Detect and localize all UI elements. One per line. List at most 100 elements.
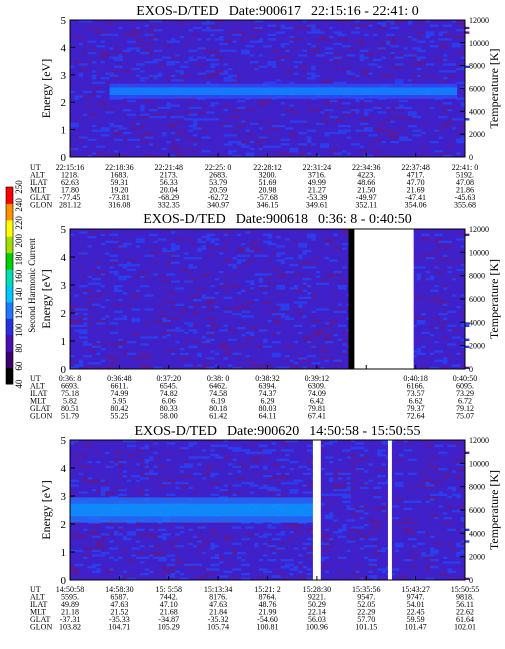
y-tick-label: 2 [61, 519, 67, 531]
heatmap-cell [276, 26, 281, 30]
heatmap-cell [201, 364, 211, 367]
colorbar-swatch [6, 236, 13, 254]
heatmap-cell [368, 479, 373, 482]
heatmap-cell [359, 102, 369, 105]
heatmap-cell [337, 493, 347, 496]
colorbar-tick-label: 160 [14, 269, 24, 283]
heatmap-cell [192, 122, 198, 126]
heatmap-cell [342, 102, 351, 105]
heatmap-cell [324, 345, 329, 348]
heatmap-cell [346, 456, 351, 459]
heatmap-cell [460, 352, 465, 355]
heatmap-cell [421, 479, 430, 482]
heatmap-cell [131, 67, 141, 71]
heatmap-cell [241, 573, 250, 576]
heatmap-cell [210, 547, 215, 550]
heatmap-cell [127, 496, 132, 499]
heatmap-cell [421, 266, 426, 269]
heatmap-cell [412, 549, 417, 552]
heatmap-cell [429, 486, 435, 489]
heatmap-cell [456, 442, 461, 445]
heatmap-cell [412, 79, 417, 82]
heatmap-cell [135, 63, 145, 66]
heatmap-cell [74, 35, 84, 39]
heatmap-cell [280, 533, 286, 536]
y-axis-title: Energy [eV] [39, 480, 53, 539]
colorbar-tick-label: 200 [14, 233, 24, 247]
heatmap-cell [429, 561, 435, 564]
heatmap-cell [206, 296, 211, 299]
heatmap-cell [381, 568, 391, 571]
heatmap-cell [293, 491, 299, 494]
heatmap-cell [311, 143, 316, 146]
heatmap-cell [144, 154, 154, 157]
heatmap-cell [337, 38, 343, 41]
heatmap-cell [175, 570, 180, 573]
heatmap-cell [131, 138, 141, 142]
heatmap-cell [267, 243, 277, 246]
heatmap-cell [223, 535, 233, 538]
heatmap-cell [157, 106, 167, 110]
ephemeris-value: 0:40:50 [453, 374, 477, 383]
heatmap-cell [298, 257, 303, 260]
heatmap-cell [298, 243, 307, 246]
heatmap-cell [451, 294, 457, 297]
ephemeris-value: 17.80 [61, 186, 79, 195]
heatmap-cell [241, 552, 246, 555]
heatmap-cell [70, 310, 79, 313]
heatmap-cell [293, 526, 299, 529]
heatmap-cell [192, 563, 202, 566]
heatmap-cell [214, 38, 224, 41]
heatmap-cell [96, 152, 106, 155]
heatmap-cell [192, 120, 198, 123]
heatmap-cell [166, 322, 171, 325]
heatmap-cell [74, 573, 79, 576]
heatmap-cell [346, 493, 351, 496]
y2-tick-label: 4000 [469, 318, 485, 327]
y2-tick-label: 8000 [469, 483, 485, 492]
heatmap-cell [263, 301, 272, 304]
heatmap-cell [113, 150, 119, 153]
heatmap-cell [109, 524, 114, 527]
heatmap-cell [350, 111, 356, 114]
heatmap-cell [210, 26, 220, 30]
ephemeris-value: 47.08 [456, 178, 474, 187]
heatmap-cell [267, 282, 277, 285]
heatmap-cell [245, 336, 250, 339]
heatmap-cell [456, 542, 461, 545]
heatmap-cell [245, 231, 250, 234]
heatmap-cell [170, 352, 176, 355]
heatmap-cell [131, 29, 141, 32]
ephemeris-value: 15:35:56 [352, 585, 380, 594]
heatmap-cell [166, 45, 171, 48]
heatmap-cell [219, 42, 228, 46]
data-gap [354, 229, 414, 369]
heatmap-cell [219, 252, 224, 255]
heatmap-cell [122, 549, 128, 552]
heatmap-cell [96, 102, 106, 105]
heatmap-cell [149, 115, 158, 119]
heatmap-cell [324, 115, 329, 119]
heatmap-cell [451, 118, 461, 121]
heatmap-cell [333, 308, 343, 311]
heatmap-cell [368, 115, 373, 119]
heatmap-cell [263, 533, 272, 536]
heatmap-cell [425, 278, 435, 281]
heatmap-cell [285, 109, 294, 112]
panel-title-time-range: 14:50:58 - 15:50:55 [309, 424, 420, 439]
heatmap-cell [113, 451, 123, 454]
heatmap-cell [280, 366, 290, 369]
heatmap-cell [228, 563, 233, 566]
heatmap-cell [359, 486, 369, 489]
heatmap-cell [456, 489, 461, 492]
heatmap-cell [337, 99, 343, 103]
heatmap-cell [91, 233, 97, 236]
heatmap-cell [394, 115, 404, 119]
heatmap-cell [364, 556, 369, 559]
ephemeris-value: 15:21: 2 [254, 585, 280, 594]
heatmap-cell [135, 556, 141, 559]
ephemeris-value: 100.96 [306, 623, 328, 632]
heatmap-cell [421, 254, 426, 257]
ephemeris-value: 6.72 [458, 397, 472, 406]
heatmap-cell [460, 517, 465, 520]
